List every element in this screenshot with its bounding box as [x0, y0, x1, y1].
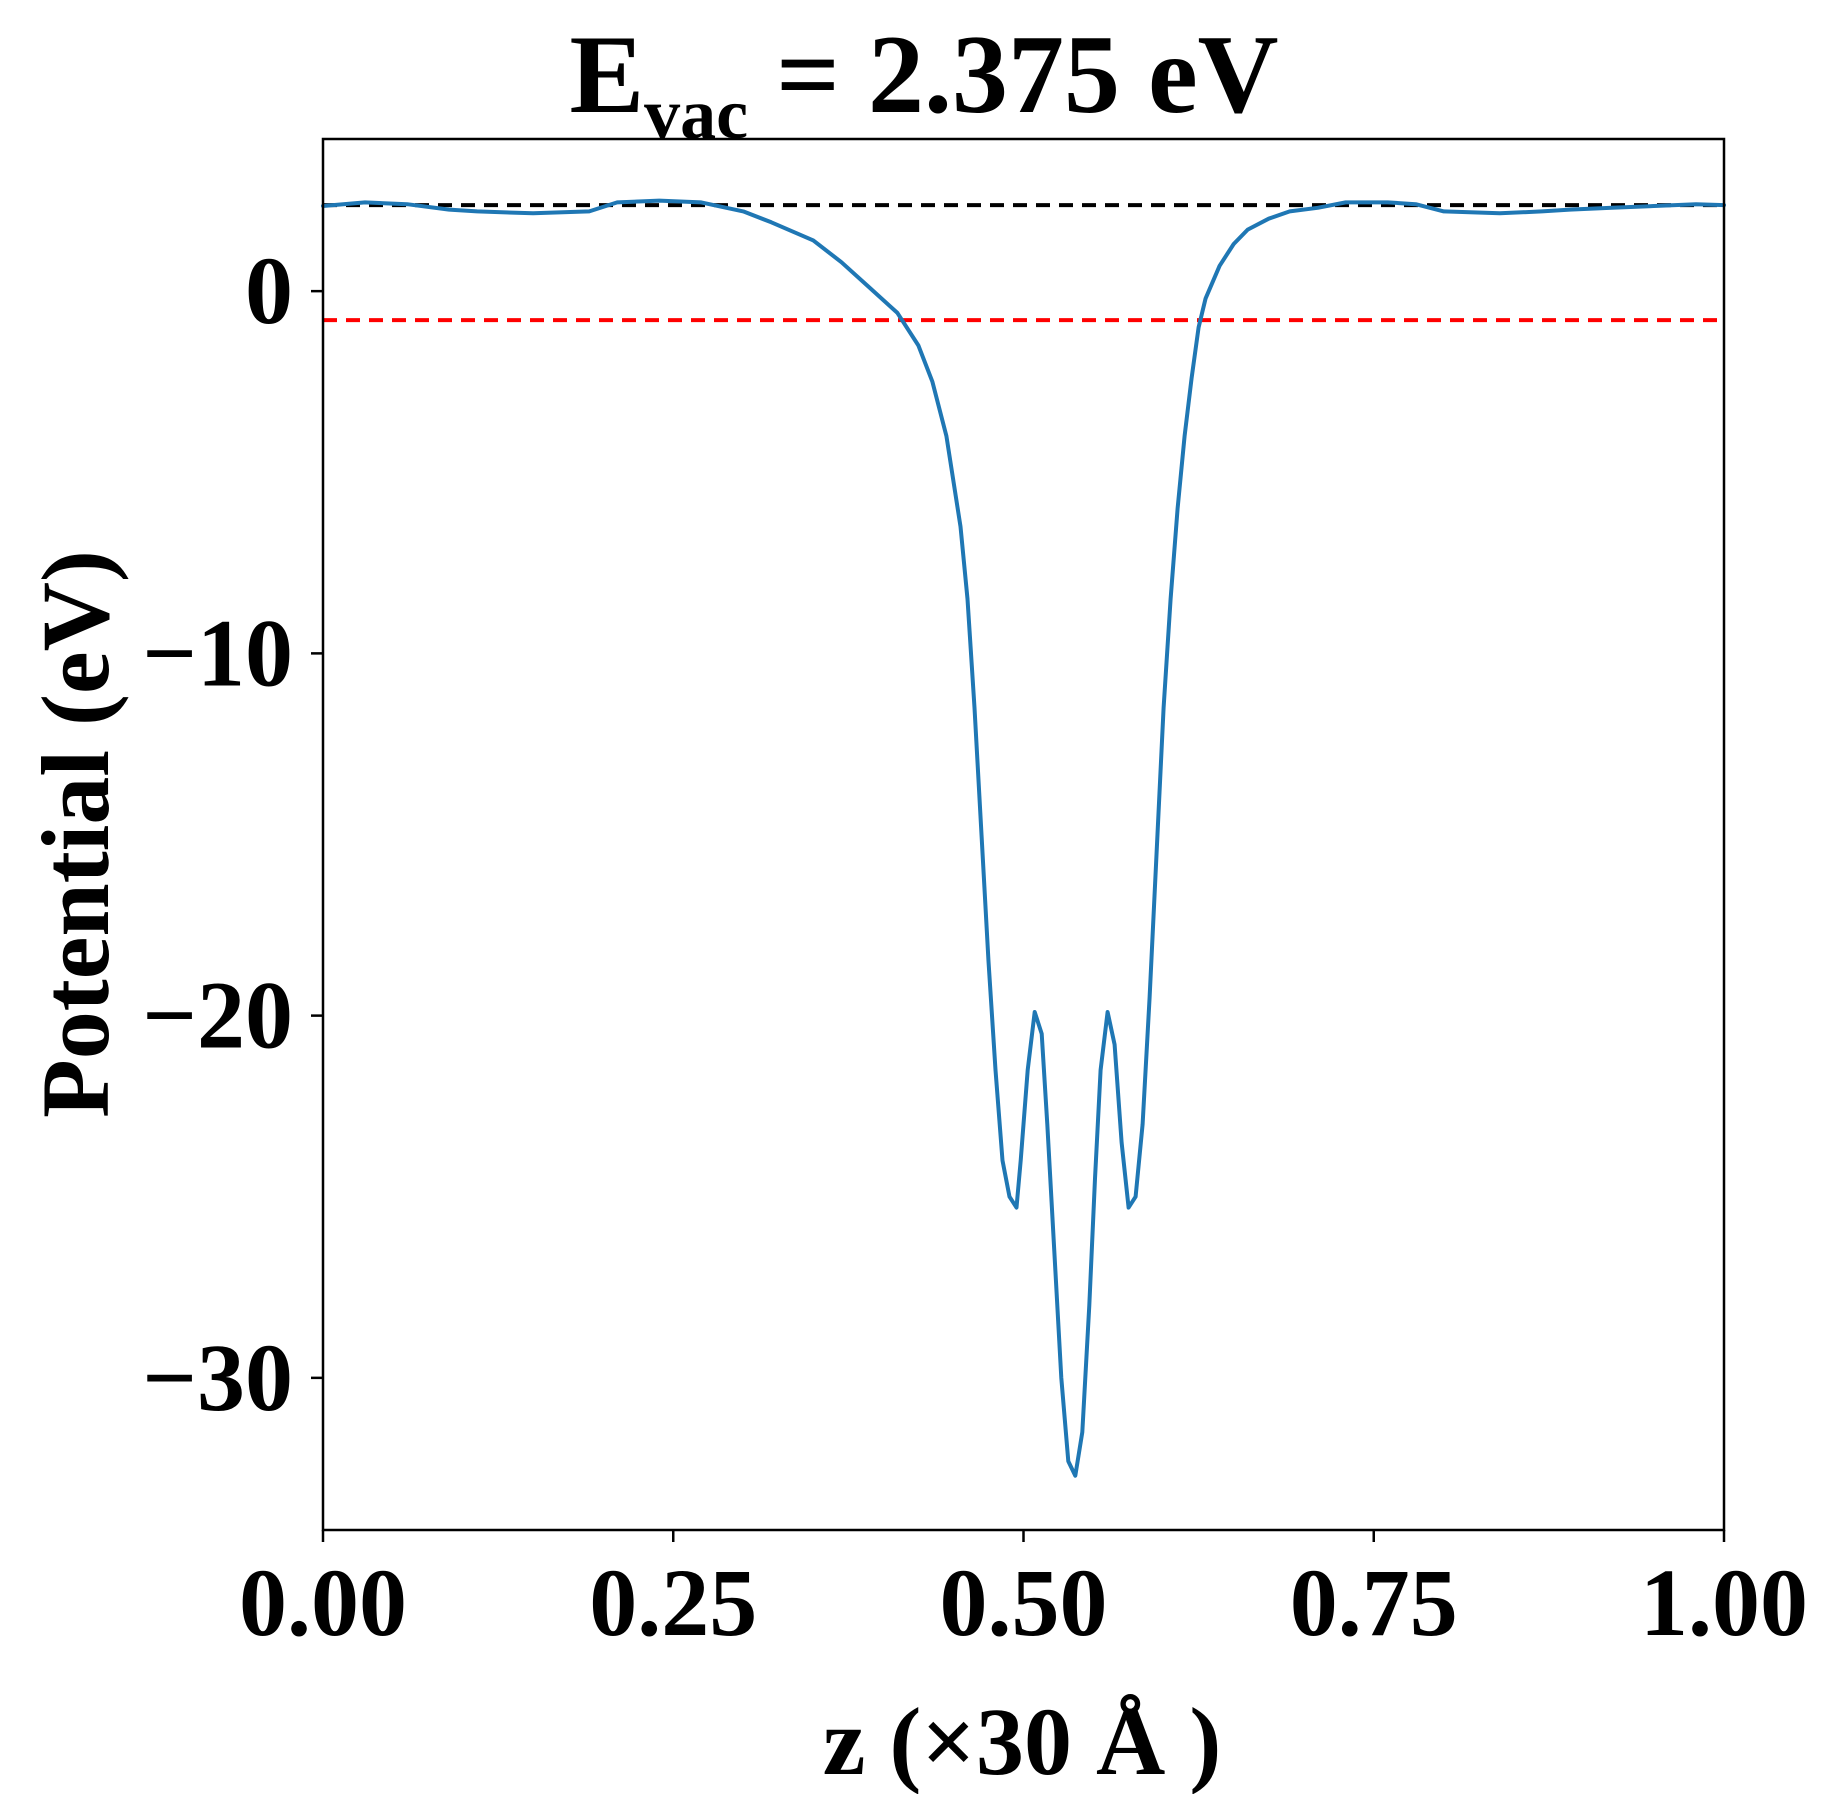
reference-lines [323, 203, 1724, 323]
x-axis: 0.00 0.25 0.50 0.75 1.00 [239, 1530, 1808, 1656]
chart-title-suffix: = 2.375 eV [748, 13, 1278, 137]
x-axis-label: z (×30 Å ) [823, 1688, 1222, 1794]
chart-title: Evac = 2.375 eV [569, 13, 1278, 154]
chart-title-prefix: E [569, 13, 644, 137]
y-tick-label-2: −20 [142, 962, 293, 1069]
plot-frame [321, 137, 1726, 1532]
x-tick-label-1: 0.25 [589, 1549, 757, 1656]
y-tick-label-1: −10 [142, 599, 293, 706]
x-tick-label-4: 1.00 [1640, 1549, 1808, 1656]
y-axis: 0 −10 −20 −30 [142, 237, 323, 1431]
y-tick-label-0: 0 [245, 237, 293, 344]
y-axis-label: Potential (eV) [22, 550, 129, 1118]
series-layer [321, 198, 1726, 1478]
series-line-0 [321, 198, 1726, 1478]
x-tick-label-0: 0.00 [239, 1549, 407, 1656]
y-tick-label-3: −30 [142, 1324, 293, 1431]
chart-title-subscript: vac [644, 74, 748, 154]
x-tick-label-2: 0.50 [940, 1549, 1108, 1656]
plot-area [321, 137, 1726, 1532]
x-tick-label-3: 0.75 [1290, 1549, 1458, 1656]
